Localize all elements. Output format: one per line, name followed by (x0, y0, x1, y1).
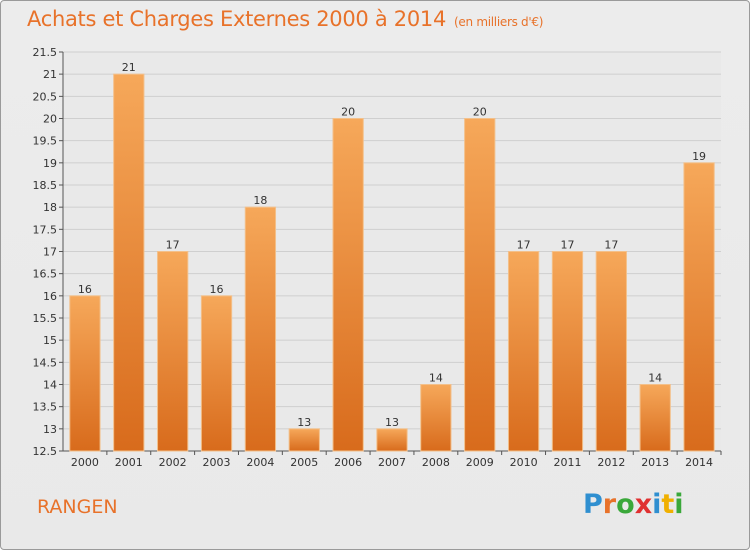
x-tick-label-2007: 2007 (378, 456, 406, 469)
x-tick-label-2010: 2010 (510, 456, 538, 469)
y-tick-label: 19.5 (33, 135, 58, 148)
x-tick-label-2002: 2002 (159, 456, 187, 469)
y-tick-label: 15.5 (33, 312, 58, 325)
x-tick-label-2004: 2004 (246, 456, 274, 469)
logo-letter: o (616, 489, 635, 520)
y-tick-label: 12.5 (33, 445, 58, 458)
y-tick-label: 20 (43, 113, 57, 126)
bar-2007 (376, 428, 408, 452)
value-label-2002: 17 (166, 239, 180, 252)
logo-letter: i (674, 489, 684, 520)
bars (69, 73, 715, 452)
bar-2002 (157, 251, 189, 452)
bar-2013 (639, 384, 671, 452)
bar-2014 (683, 162, 715, 452)
y-tick-label: 13.5 (33, 401, 58, 414)
bar-2004 (244, 206, 277, 452)
bar-2008 (420, 384, 452, 452)
value-label-2004: 18 (253, 194, 267, 207)
y-tick-label: 21.5 (33, 46, 58, 59)
y-tick-label: 19 (43, 157, 57, 170)
chart-unit: (en milliers d'€) (454, 15, 544, 29)
y-tick-label: 16.5 (33, 268, 58, 281)
bar-2003 (200, 295, 233, 452)
bar-2005 (288, 428, 320, 452)
bar-2010 (507, 251, 540, 452)
labels: 12.5 13 13.5 14 14.5 15 15.5 16 16.5 17 17.5 18 18.5… (33, 46, 714, 469)
x-tick-label-2013: 2013 (641, 456, 669, 469)
value-label-2013: 14 (648, 372, 662, 385)
x-tick-label-2014: 2014 (685, 456, 713, 469)
logo-letter: t (661, 489, 675, 520)
value-label-2005: 13 (297, 416, 311, 429)
value-label-2009: 20 (473, 106, 487, 119)
x-tick-label-2008: 2008 (422, 456, 450, 469)
bar-2012 (595, 251, 627, 452)
bar-2009 (464, 118, 496, 452)
value-label-2006: 20 (341, 106, 355, 119)
value-label-2003: 16 (210, 283, 224, 296)
y-tick-label: 14.5 (33, 356, 58, 369)
value-label-2011: 17 (560, 239, 574, 252)
y-tick-label: 18.5 (33, 179, 58, 192)
value-label-2012: 17 (604, 239, 618, 252)
proxiti-logo: Proxiti (583, 489, 684, 520)
bar-2011 (551, 251, 584, 452)
y-tick-label: 13 (43, 423, 57, 436)
x-tick-label-2011: 2011 (553, 456, 581, 469)
x-tick-label-2003: 2003 (203, 456, 231, 469)
y-tick-label: 18 (43, 201, 57, 214)
x-tick-label-2009: 2009 (466, 456, 494, 469)
bar-2001 (113, 73, 145, 452)
y-tick-label: 16 (43, 290, 57, 303)
x-tick-label-2012: 2012 (597, 456, 625, 469)
value-label-2007: 13 (385, 416, 399, 429)
y-tick-label: 14 (43, 379, 57, 392)
y-tick-label: 17.5 (33, 223, 58, 236)
x-tick-label-2001: 2001 (115, 456, 143, 469)
chart-title: Achats et Charges Externes 2000 à 2014 (e… (27, 7, 544, 31)
y-tick-label: 20.5 (33, 90, 58, 103)
logo-letter: i (652, 489, 662, 520)
value-label-2001: 21 (122, 61, 136, 74)
y-tick-label: 15 (43, 334, 57, 347)
logo-letter: r (602, 489, 617, 520)
logo-letter: x (634, 489, 653, 520)
bar-2006 (332, 118, 364, 452)
bar-2000 (69, 295, 101, 452)
value-label-2014: 19 (692, 150, 706, 163)
logo-letter: P (583, 489, 603, 520)
y-tick-label: 17 (43, 246, 57, 259)
y-tick-label: 21 (43, 68, 57, 81)
x-tick-label-2006: 2006 (334, 456, 362, 469)
commune-name: RANGEN (37, 496, 118, 518)
value-label-2008: 14 (429, 372, 443, 385)
x-tick-label-2005: 2005 (290, 456, 318, 469)
value-label-2000: 16 (78, 283, 92, 296)
value-label-2010: 17 (517, 239, 531, 252)
x-tick-label-2000: 2000 (71, 456, 99, 469)
